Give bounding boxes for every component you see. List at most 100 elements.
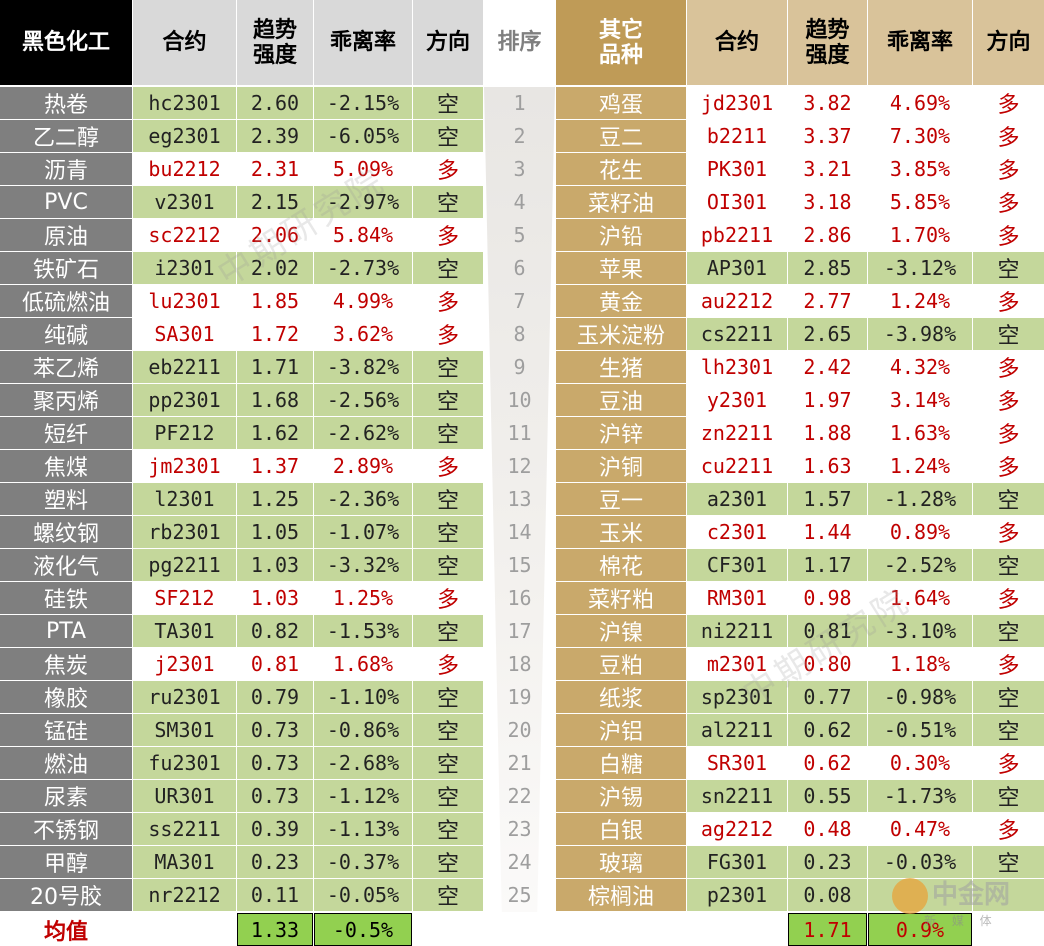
row-name-right: 白糖: [556, 747, 686, 779]
row-direction-left: 多: [413, 285, 483, 317]
row-direction-right: 多: [973, 120, 1044, 152]
row-rank: 23: [507, 817, 532, 841]
row-contract-right: OI301: [687, 186, 787, 218]
row-contract-left: PF212: [133, 417, 236, 449]
row-contract-right: a2301: [687, 483, 787, 515]
row-name-left: 热卷: [0, 87, 132, 119]
row-rank: 22: [507, 784, 532, 808]
row-name-left: PTA: [0, 615, 132, 647]
row-trend-right: 1.88: [788, 417, 867, 449]
row-name-right: 黄金: [556, 285, 686, 317]
row-rank: 11: [507, 421, 532, 445]
row-contract-left: SM301: [133, 714, 236, 746]
row-contract-left: SA301: [133, 318, 236, 350]
row-rank: 21: [507, 751, 532, 775]
row-rank: 19: [507, 685, 532, 709]
row-contract-right: p2301: [687, 879, 787, 911]
row-name-left: 液化气: [0, 549, 132, 581]
row-trend-right: 0.80: [788, 648, 867, 680]
row-trend-left: 1.03: [237, 549, 313, 581]
row-contract-left: SF212: [133, 582, 236, 614]
row-deviation-right: -0.51%: [868, 714, 972, 746]
row-deviation-right: -1.28%: [868, 483, 972, 515]
row-name-left: 原油: [0, 219, 132, 251]
header-direction-right: 方向: [973, 0, 1044, 85]
row-name-right: 苹果: [556, 252, 686, 284]
row-rank: 10: [507, 388, 532, 412]
row-rank: 16: [507, 586, 532, 610]
row-trend-left: 2.15: [237, 186, 313, 218]
row-contract-left: TA301: [133, 615, 236, 647]
row-trend-right: 3.21: [788, 153, 867, 185]
row-trend-right: 2.77: [788, 285, 867, 317]
row-direction-left: 空: [413, 549, 483, 581]
row-trend-right: 2.86: [788, 219, 867, 251]
row-rank: 14: [507, 520, 532, 544]
header-category-left: 黑色化工: [0, 0, 132, 85]
row-contract-right: SR301: [687, 747, 787, 779]
row-trend-right: 1.97: [788, 384, 867, 416]
row-name-right: 鸡蛋: [556, 87, 686, 119]
row-name-left: 橡胶: [0, 681, 132, 713]
row-contract-left: pg2211: [133, 549, 236, 581]
row-direction-right: 空: [973, 318, 1044, 350]
row-contract-right: PK301: [687, 153, 787, 185]
row-contract-left: bu2212: [133, 153, 236, 185]
row-name-left: 硅铁: [0, 582, 132, 614]
row-name-right: 玉米: [556, 516, 686, 548]
row-deviation-right: 3.85%: [868, 153, 972, 185]
row-trend-right: 0.48: [788, 813, 867, 845]
row-deviation-left: -1.07%: [314, 516, 412, 548]
row-name-right: 沪铜: [556, 450, 686, 482]
row-deviation-left: -2.97%: [314, 186, 412, 218]
row-rank: 24: [507, 850, 532, 874]
row-direction-left: 多: [413, 153, 483, 185]
row-contract-right: al2211: [687, 714, 787, 746]
row-name-left: 不锈钢: [0, 813, 132, 845]
row-deviation-left: -0.37%: [314, 846, 412, 878]
row-trend-left: 0.11: [237, 879, 313, 911]
average-label: 均值: [0, 913, 132, 946]
row-name-left: 20号胶: [0, 879, 132, 911]
row-contract-right: y2301: [687, 384, 787, 416]
row-trend-right: 0.81: [788, 615, 867, 647]
row-contract-right: b2211: [687, 120, 787, 152]
row-deviation-right: [868, 879, 972, 911]
row-contract-left: MA301: [133, 846, 236, 878]
header-contract-left: 合约: [133, 0, 236, 85]
row-name-left: 燃油: [0, 747, 132, 779]
row-deviation-right: 1.24%: [868, 450, 972, 482]
row-trend-right: 1.44: [788, 516, 867, 548]
row-deviation-left: -2.73%: [314, 252, 412, 284]
row-direction-left: 多: [413, 318, 483, 350]
row-direction-left: 空: [413, 120, 483, 152]
row-deviation-right: -3.12%: [868, 252, 972, 284]
row-name-right: 菜籽油: [556, 186, 686, 218]
row-trend-right: 0.62: [788, 747, 867, 779]
row-contract-right: cu2211: [687, 450, 787, 482]
row-deviation-left: 1.25%: [314, 582, 412, 614]
row-rank: 18: [507, 652, 532, 676]
row-trend-left: 2.60: [237, 87, 313, 119]
row-name-right: 沪镍: [556, 615, 686, 647]
row-contract-left: fu2301: [133, 747, 236, 779]
row-deviation-right: 5.85%: [868, 186, 972, 218]
row-name-left: 焦炭: [0, 648, 132, 680]
row-deviation-left: -1.10%: [314, 681, 412, 713]
row-trend-right: 0.23: [788, 846, 867, 878]
row-deviation-left: -6.05%: [314, 120, 412, 152]
row-trend-left: 1.03: [237, 582, 313, 614]
row-deviation-left: -0.86%: [314, 714, 412, 746]
row-direction-left: 多: [413, 219, 483, 251]
row-direction-left: 空: [413, 879, 483, 911]
row-name-left: 沥青: [0, 153, 132, 185]
row-trend-right: 3.18: [788, 186, 867, 218]
row-name-right: 玉米淀粉: [556, 318, 686, 350]
row-contract-left: jm2301: [133, 450, 236, 482]
row-contract-left: j2301: [133, 648, 236, 680]
row-contract-right: sp2301: [687, 681, 787, 713]
row-contract-right: au2212: [687, 285, 787, 317]
row-direction-left: 空: [413, 186, 483, 218]
row-direction-right: 空: [973, 549, 1044, 581]
